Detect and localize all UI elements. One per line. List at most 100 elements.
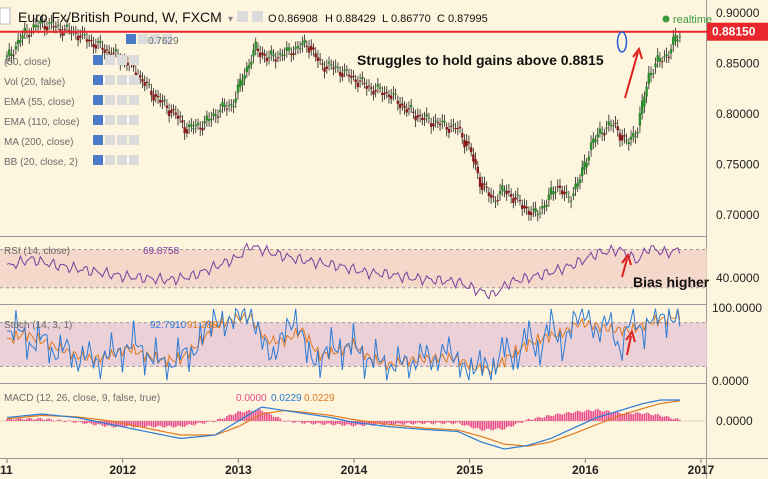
indicator-row: EMA (110, close)	[4, 115, 139, 128]
candle-body	[574, 184, 577, 190]
symbol-select-button[interactable]	[0, 7, 11, 25]
macd-histogram-bar	[154, 421, 157, 428]
candle-body	[512, 198, 515, 203]
candle-body	[465, 141, 468, 146]
macd-histogram-bar	[477, 421, 479, 428]
candle-body	[296, 45, 300, 48]
candle-body	[263, 54, 266, 56]
candle-body	[318, 58, 322, 60]
candle-body	[474, 159, 477, 165]
macd-histogram-bar	[281, 420, 284, 422]
macd-histogram-bar	[621, 414, 623, 421]
macd-histogram-bar	[48, 418, 50, 421]
candle-body	[374, 90, 377, 92]
candle-body	[496, 200, 499, 202]
macd-histogram-bar	[667, 416, 670, 421]
chevron-down-icon[interactable]: ▾	[228, 14, 233, 25]
settings-icon	[138, 34, 148, 44]
candle-body	[54, 26, 58, 28]
candle-body	[625, 139, 628, 141]
macd-histogram-bar	[15, 419, 17, 421]
macd-histogram-bar	[263, 412, 266, 421]
macd-histogram-bar	[519, 421, 521, 423]
macd-histogram-bar	[512, 421, 515, 427]
time-tick-label: 2017	[688, 463, 715, 477]
candle-body	[381, 92, 384, 96]
macd-histogram-bar	[226, 416, 228, 421]
macd-histogram-bar	[630, 413, 632, 421]
eye-icon[interactable]	[237, 11, 248, 22]
candle-body	[50, 21, 53, 24]
price-axis-ticks: 0.90000 0.85000 0.80000 0.75000 0.70000	[716, 6, 760, 222]
macd-histogram-bar	[310, 421, 313, 424]
header-controls[interactable]: ▾	[228, 11, 263, 25]
macd-histogram-bar	[88, 421, 90, 423]
price-highlight-circle	[616, 31, 628, 53]
macd-histogram-bar	[17, 418, 19, 421]
indicator-label: BB (20, close, 2)	[4, 157, 78, 168]
macd-histogram-bar	[330, 421, 333, 425]
macd-histogram-bar	[46, 419, 48, 421]
candle-body	[667, 56, 670, 58]
macd-histogram-bar	[186, 421, 188, 426]
macd-histogram-bar	[503, 421, 506, 430]
macd-histogram-bar	[508, 421, 510, 427]
macd-histogram-bar	[28, 417, 31, 421]
macd-histogram-bar	[63, 421, 66, 423]
macd-histogram-bar	[172, 421, 175, 428]
candle-body	[12, 55, 15, 57]
candle-body	[105, 49, 109, 51]
macd-histogram-bar	[152, 421, 155, 428]
candle-body	[640, 100, 644, 115]
macd-histogram-bar	[652, 415, 655, 421]
candle-body	[67, 29, 71, 31]
candle-body	[461, 133, 464, 138]
candle-body	[47, 22, 51, 24]
macd-histogram-bar	[650, 414, 652, 421]
candle-body	[176, 115, 180, 119]
macd-histogram-bar	[559, 413, 561, 421]
svg-text:0.88150: 0.88150	[712, 25, 756, 39]
settings-icon[interactable]	[252, 11, 263, 22]
candle-body	[143, 82, 146, 86]
candle-body	[503, 189, 506, 192]
macd-histogram-bar	[405, 421, 408, 424]
macd-histogram-bar	[574, 411, 577, 421]
add-icon	[117, 75, 127, 85]
stoch-d-value: 91.2807	[187, 320, 224, 331]
candle-body	[161, 100, 164, 102]
macd-histogram-bar	[352, 421, 355, 427]
candle-body	[463, 139, 466, 148]
svg-text:O: O	[268, 13, 277, 25]
macd-histogram-bar	[488, 421, 490, 429]
macd-histogram-bar	[583, 411, 586, 421]
macd-histogram-bar	[430, 421, 432, 424]
macd-histogram-bar	[297, 421, 299, 422]
close-icon	[129, 95, 139, 105]
macd-histogram-bar	[403, 421, 406, 425]
candle-body	[334, 66, 337, 68]
candle-body	[370, 87, 373, 89]
macd-histogram-bar	[277, 416, 279, 421]
candle-body	[254, 41, 257, 50]
candle-body	[252, 49, 255, 57]
candle-body	[298, 48, 302, 50]
macd-histogram-bar	[450, 421, 452, 424]
candle-body	[658, 58, 662, 62]
macd-histogram-bar	[459, 421, 461, 424]
indicator-label: EMA (55, close)	[4, 97, 75, 108]
time-tick-label: 11	[0, 463, 13, 477]
macd-histogram-bar	[314, 421, 317, 424]
candle-body	[361, 76, 364, 79]
candle-body	[163, 99, 166, 101]
macd-histogram-bar	[505, 421, 508, 428]
macd-histogram-bar	[203, 421, 206, 424]
macd-histogram-bar	[605, 410, 608, 421]
candle-body	[558, 185, 562, 188]
candle-body	[654, 63, 657, 68]
candle-body	[387, 94, 391, 97]
candle-body	[285, 47, 289, 51]
candle-body	[316, 57, 320, 62]
macd-histogram-bar	[70, 421, 73, 422]
macd-histogram-bar	[197, 421, 199, 423]
